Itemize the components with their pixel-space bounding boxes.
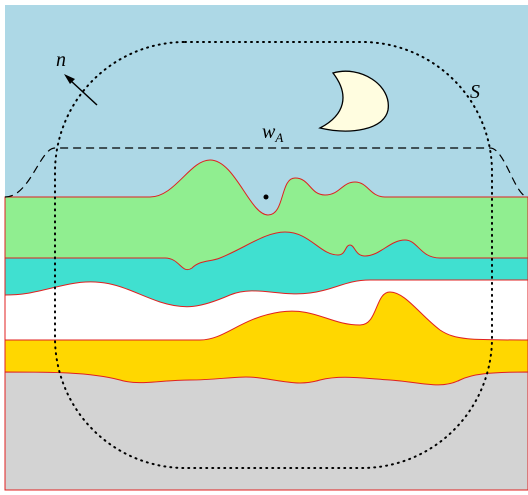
arrow-head — [64, 74, 75, 84]
surface-label: S — [470, 81, 480, 103]
window-label-subscript: A — [274, 130, 283, 145]
window-label-main: w — [262, 121, 276, 143]
normal-label: n — [56, 49, 66, 71]
window-boundary — [4, 147, 528, 198]
window-label: wA — [262, 121, 283, 145]
point — [263, 194, 269, 200]
surface-boundary — [54, 41, 493, 469]
normal-arrow — [69, 79, 98, 106]
moon-shape — [318, 70, 389, 132]
gray-layer — [4, 371, 528, 491]
